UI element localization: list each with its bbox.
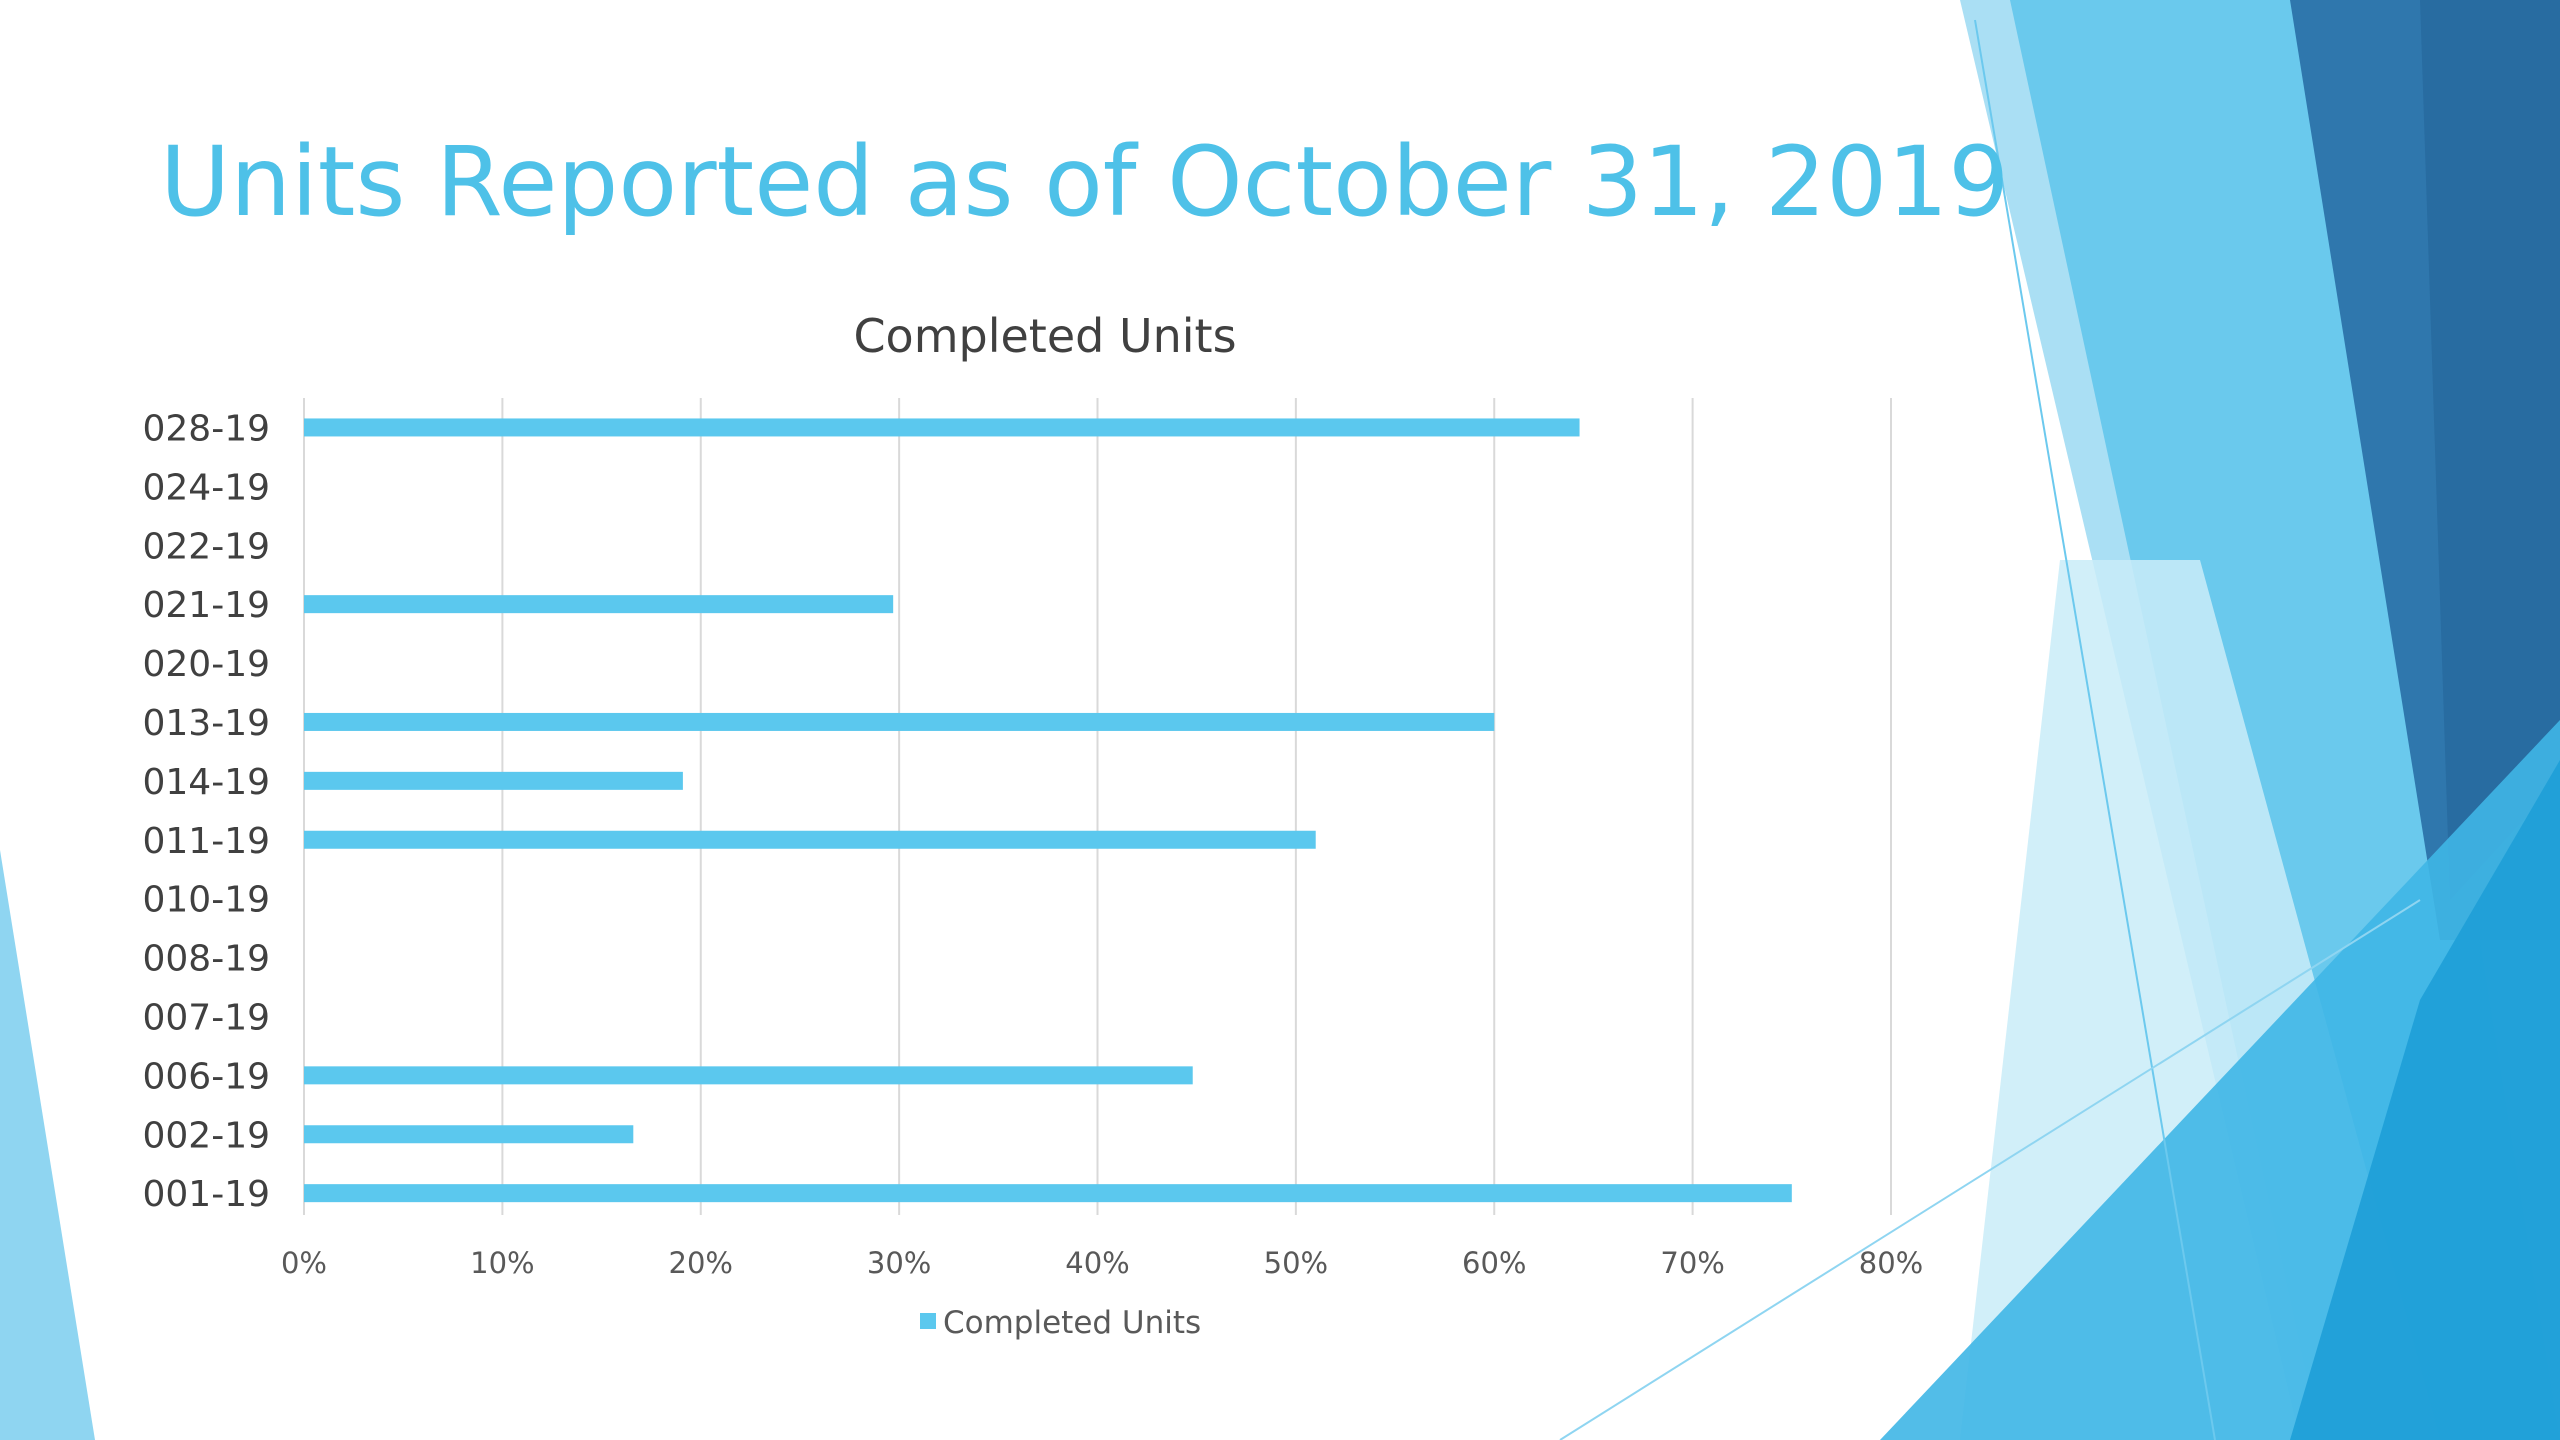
x-tick-labels: 0% 10% 20% 30% 40% 50% 60% 70% 80% xyxy=(281,1246,1923,1280)
x-tick-label: 80% xyxy=(1859,1246,1923,1280)
category-label: 013-19 xyxy=(142,703,270,744)
category-label: 021-19 xyxy=(142,585,270,626)
category-label: 002-19 xyxy=(142,1115,270,1156)
x-tick-label: 10% xyxy=(470,1246,534,1280)
x-tick-label: 40% xyxy=(1065,1246,1129,1280)
x-tick-label: 20% xyxy=(669,1246,733,1280)
chart-title: Completed Units xyxy=(853,309,1236,363)
bar xyxy=(304,771,683,790)
category-label: 006-19 xyxy=(142,1056,270,1097)
x-tick-label: 50% xyxy=(1264,1246,1328,1280)
bar xyxy=(304,712,1495,731)
category-label: 024-19 xyxy=(142,467,270,508)
category-label: 008-19 xyxy=(142,939,270,980)
category-label: 022-19 xyxy=(142,526,270,567)
x-tick-label: 0% xyxy=(281,1246,327,1280)
category-label: 001-19 xyxy=(142,1174,270,1215)
decor-line-1 xyxy=(1974,19,2216,1440)
bar xyxy=(304,418,1580,437)
bar xyxy=(304,1066,1193,1085)
category-label: 007-19 xyxy=(142,997,270,1038)
category-labels: 028-19 024-19 022-19 021-19 020-19 013-19 014-… xyxy=(142,408,270,1215)
category-label: 014-19 xyxy=(142,762,270,803)
category-label: 010-19 xyxy=(142,880,270,921)
decor-line-2 xyxy=(1559,899,2421,1440)
category-label: 011-19 xyxy=(142,821,270,862)
bar xyxy=(304,595,894,614)
slide-title: Units Reported as of October 31, 2019 xyxy=(160,126,2010,238)
legend-label: Completed Units xyxy=(943,1305,1201,1341)
bars xyxy=(304,418,1792,1203)
x-tick-label: 70% xyxy=(1660,1246,1724,1280)
decor-shape-bottom-deep xyxy=(2290,760,2560,1440)
bar xyxy=(304,830,1316,849)
decor-shape-left xyxy=(0,850,95,1440)
category-label: 028-19 xyxy=(142,408,270,449)
bar xyxy=(304,1125,634,1144)
bar xyxy=(304,1184,1792,1203)
legend-swatch xyxy=(920,1313,936,1329)
decor-shape-right-darker xyxy=(2420,0,2560,900)
x-tick-label: 60% xyxy=(1462,1246,1526,1280)
category-label: 020-19 xyxy=(142,644,270,685)
x-tick-label: 30% xyxy=(867,1246,931,1280)
legend: Completed Units xyxy=(920,1305,1201,1341)
gridlines xyxy=(303,398,1892,1215)
